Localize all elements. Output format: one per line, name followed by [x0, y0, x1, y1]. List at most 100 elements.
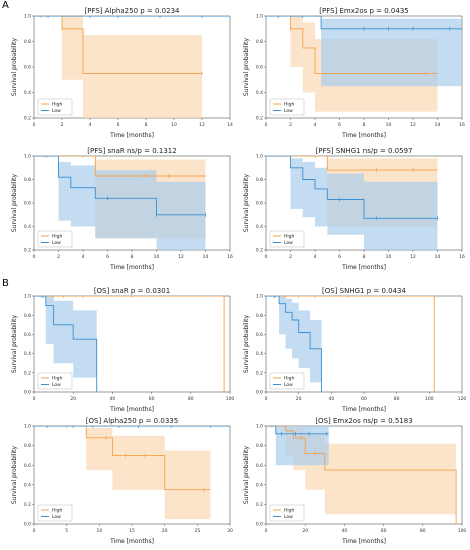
plot-content: [266, 296, 435, 392]
x-tick-label: 8: [131, 254, 134, 260]
x-tick-label: 20: [296, 396, 302, 402]
x-tick-label: 4: [314, 122, 317, 128]
legend-label-low: Low: [284, 240, 293, 246]
y-tick-label: 0.8: [24, 443, 31, 449]
x-axis-label: Time [months]: [341, 406, 386, 413]
x-tick-label: 10: [386, 122, 392, 128]
y-tick-label: 0.8: [256, 39, 263, 45]
km-plot-os-emx2os: [OS] Emx2os ns/p = 0.5183 0 20 40 60 80 100 0.0…: [243, 417, 466, 545]
chart-title: [PFS] Emx2os p = 0.0435: [319, 7, 409, 15]
x-axis-label: Time [months]: [341, 264, 386, 271]
y-tick-label: 0.8: [24, 39, 31, 45]
survival-line-low: [34, 296, 98, 392]
x-tick-label: 40: [342, 528, 348, 534]
x-tick-label: 15: [129, 528, 135, 534]
legend-label-high: High: [284, 508, 294, 514]
y-tick-label: 0.0: [24, 522, 31, 528]
survival-line-high: [266, 296, 435, 392]
legend-label-high: High: [284, 102, 294, 108]
y-axis-label: Survival probability: [243, 174, 250, 233]
y-tick-label: 0.2: [256, 370, 263, 376]
y-tick-label: 0.4: [256, 224, 263, 230]
y-tick-label: 0.6: [24, 65, 31, 71]
plot-content: [34, 426, 230, 520]
x-tick-label: 2: [289, 122, 292, 128]
x-tick-label: 80: [394, 396, 400, 402]
x-tick-label: 0: [265, 396, 268, 402]
x-tick-label: 100: [226, 396, 235, 402]
plot-content: [34, 296, 225, 392]
panel-label-b: B: [2, 278, 9, 289]
y-tick-label: 0.4: [256, 482, 263, 488]
ci-band-low: [34, 156, 206, 250]
y-tick-label: 1.0: [24, 154, 31, 160]
chart-title: [OS] Alpha250 p = 0.0335: [86, 417, 178, 425]
y-tick-label: 0.0: [24, 390, 31, 396]
ci-band-high: [34, 426, 211, 520]
chart-title: [OS] snaR p = 0.0301: [94, 287, 170, 295]
panel-label-a: A: [2, 0, 9, 11]
y-tick-label: 0.2: [256, 502, 263, 508]
legend-label-low: Low: [52, 240, 61, 246]
survival-line-low: [266, 426, 329, 435]
x-tick-label: 16: [227, 254, 233, 260]
x-tick-label: 0: [33, 396, 36, 402]
y-tick-label: 0.2: [256, 248, 263, 254]
y-tick-label: 1.0: [256, 14, 263, 20]
plot-content: [266, 156, 438, 250]
y-tick-label: 0.4: [24, 482, 31, 488]
x-tick-label: 40: [328, 396, 334, 402]
ci-band-low: [266, 16, 462, 87]
x-tick-label: 2: [289, 254, 292, 260]
y-tick-label: 0.6: [256, 201, 263, 207]
y-tick-label: 0.8: [256, 177, 263, 183]
y-axis-label: Survival probability: [11, 174, 18, 233]
x-axis-label: Time [months]: [341, 132, 386, 139]
x-tick-label: 8: [363, 254, 366, 260]
y-axis-label: Survival probability: [11, 315, 18, 374]
y-axis-label: Survival probability: [243, 446, 250, 505]
y-tick-label: 0.4: [24, 224, 31, 230]
survival-line-high: [34, 426, 211, 491]
y-tick-label: 0.6: [256, 463, 263, 469]
chart-title: [PFS] Alpha250 p = 0.0234: [85, 7, 181, 15]
y-tick-label: 1.0: [24, 14, 31, 20]
x-axis-label: Time [months]: [109, 538, 154, 545]
x-tick-label: 8: [145, 122, 148, 128]
y-axis-label: Survival probability: [11, 446, 18, 505]
x-tick-label: 25: [194, 528, 200, 534]
y-axis-label: Survival probability: [243, 315, 250, 374]
x-tick-label: 120: [458, 396, 467, 402]
survival-line-high: [266, 426, 457, 524]
x-tick-label: 0: [33, 122, 36, 128]
y-axis-label: Survival probability: [243, 38, 250, 97]
x-tick-label: 6: [106, 254, 109, 260]
legend-label-low: Low: [284, 514, 293, 520]
x-tick-label: 40: [110, 396, 116, 402]
x-axis-label: Time [months]: [109, 406, 154, 413]
y-tick-label: 1.0: [256, 424, 263, 430]
ci-band-low: [34, 296, 97, 392]
y-tick-label: 0.4: [256, 351, 263, 357]
x-tick-label: 10: [386, 254, 392, 260]
x-tick-label: 12: [199, 122, 205, 128]
x-axis-label: Time [months]: [109, 132, 154, 139]
x-tick-label: 100: [425, 396, 434, 402]
survival-line-low: [34, 156, 206, 216]
legend-label-low: Low: [52, 108, 61, 114]
km-plot-pfs-alpha250: [PFS] Alpha250 p = 0.0234 0 2 4 6 8 10 12 14 0.2 0…: [11, 7, 233, 139]
y-tick-label: 0.8: [256, 443, 263, 449]
legend-label-high: High: [52, 234, 62, 240]
y-tick-label: 0.6: [24, 201, 31, 207]
survival-line-high: [34, 296, 225, 392]
y-tick-label: 0.8: [24, 313, 31, 319]
legend-label-low: Low: [284, 108, 293, 114]
x-tick-label: 6: [338, 254, 341, 260]
legend-label-low: Low: [52, 382, 61, 388]
x-tick-label: 12: [178, 254, 184, 260]
y-tick-label: 0.4: [24, 351, 31, 357]
x-tick-label: 16: [459, 254, 465, 260]
survival-line-low: [266, 16, 462, 30]
y-tick-label: 1.0: [256, 154, 263, 160]
x-tick-label: 10: [96, 528, 102, 534]
